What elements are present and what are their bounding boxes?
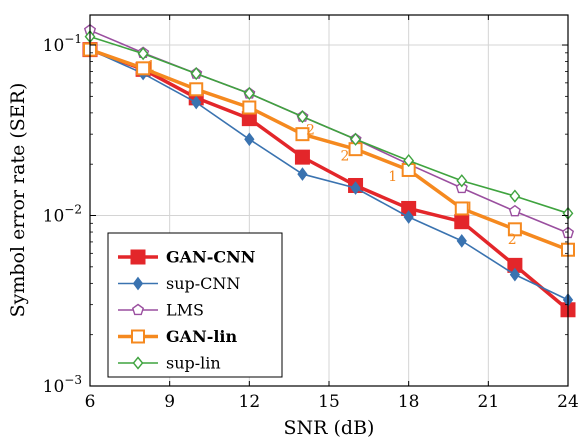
legend-label: sup-lin [166,354,221,373]
data-point-sup-lin [403,153,415,168]
legend-label: LMS [166,301,204,320]
annotation-label: 2 [306,122,315,138]
series-gan-lin [83,42,575,257]
x-tick-label: 24 [557,392,579,412]
x-axis-ticks: 6 9 12 15 18 21 24 [85,15,579,412]
x-tick-label: 18 [398,392,420,412]
data-point-sup-cnn [191,95,202,110]
legend-item-lms: LMS [118,301,204,320]
annotation-label: 2 [340,148,349,164]
legend-item-gan-cnn: GAN-CNN [118,248,255,267]
data-point-sup-lin [297,110,308,124]
annotations: 1 2 2 1 1 2 [147,58,517,247]
data-point-sup-lin [456,174,468,188]
legend-marker [132,356,144,370]
series-lines [82,23,576,318]
data-point-gan-lin [295,127,310,142]
legend-label: sup-CNN [166,274,240,293]
legend-item-sup-lin: sup-lin [118,354,221,373]
data-point-lms [508,204,521,217]
series-line-sup-lin [89,35,569,215]
data-point-gan-cnn [454,214,470,230]
x-tick-label: 21 [478,392,500,412]
series-line-gan-cnn [89,47,570,312]
y-tick-label: 10−1 [43,32,82,56]
annotation-label: 1 [147,58,156,74]
x-tick-label: 9 [164,392,175,412]
data-point-gan-lin [136,61,151,76]
x-tick-label: 15 [318,392,340,412]
data-point-sup-cnn [509,267,521,282]
legend-marker [131,329,145,344]
data-point-lms [455,181,468,194]
data-point-gan-lin [507,222,522,237]
x-tick-label: 6 [85,392,96,412]
series-line-gan-lin [89,47,569,252]
data-point-sup-lin [509,189,521,203]
x-tick-label: 12 [239,392,261,412]
data-point-sup-cnn [350,181,361,195]
data-point-gan-lin [454,201,469,216]
data-point-sup-lin [350,132,361,146]
y-axis-ticks: 10−1 10−2 10−3 [43,32,568,397]
legend-marker [132,276,144,291]
annotation-label: 1 [465,200,474,216]
legend-label: GAN-lin [166,327,238,346]
legend-item-gan-lin: GAN-lin [118,327,238,346]
legend: GAN-CNN sup-CNN LMS GAN-lin sup-lin [107,232,283,378]
y-tick-label: 10−3 [43,373,82,397]
y-tick-label: 10−2 [43,203,82,227]
data-point-sup-lin [243,86,255,101]
data-point-gan-cnn [294,149,310,165]
data-point-sup-lin [190,66,202,81]
series-line-sup-cnn [89,48,569,301]
series-sup-lin [84,30,574,220]
legend-item-sup-cnn: sup-CNN [118,274,240,293]
data-point-sup-cnn [456,234,467,248]
data-point-sup-cnn [403,210,414,224]
x-axis-title: SNR (dB) [284,417,375,439]
data-point-sup-lin [137,47,149,61]
legend-marker [131,303,145,316]
annotation-label: 1 [388,169,397,185]
data-point-gan-lin [242,100,257,115]
y-axis-title: Symbol error rate (SER) [7,83,29,318]
data-point-sup-cnn [244,132,255,147]
data-point-gan-lin [189,82,204,97]
annotation-label: 2 [508,232,517,248]
legend-marker [130,249,146,265]
data-point-sup-cnn [297,167,308,181]
legend-label: GAN-CNN [166,248,255,267]
